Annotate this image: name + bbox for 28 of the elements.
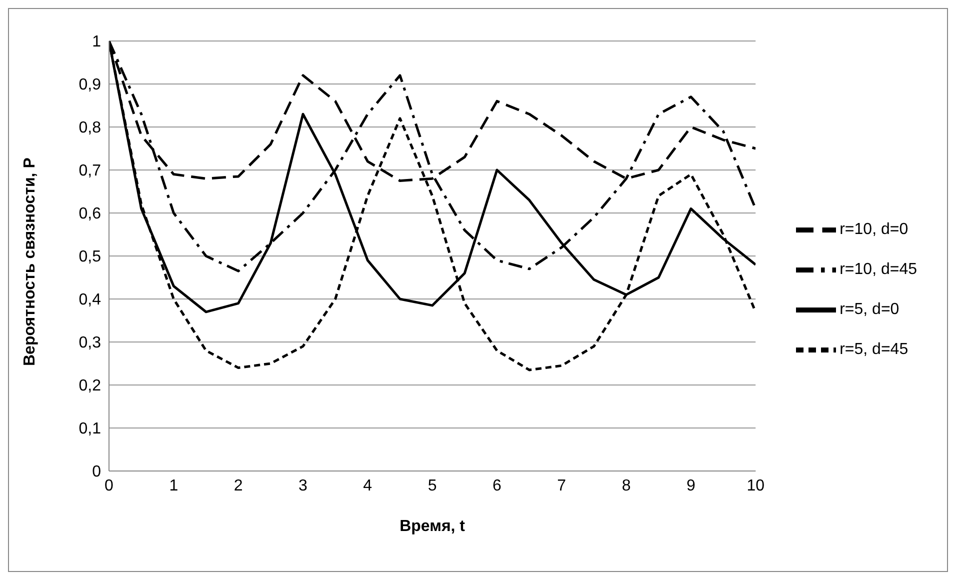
y-tick-label: 0,7 (78, 162, 102, 180)
y-tick-label: 0,1 (78, 420, 102, 438)
legend-label: r=10, d=0 (840, 221, 908, 238)
x-tick-label: 1 (169, 477, 178, 494)
x-tick-label: 2 (234, 477, 243, 494)
y-tick-label: 0,9 (78, 76, 102, 94)
legend-label: r=5, d=0 (840, 301, 900, 318)
y-tick-label: 0,6 (78, 206, 102, 223)
y-tick-label: 0,4 (78, 292, 102, 309)
x-tick-label: 5 (428, 477, 437, 494)
x-tick-label: 7 (557, 477, 566, 494)
x-axis-title: Время, t (400, 518, 466, 535)
x-tick-label: 9 (686, 477, 696, 494)
y-tick-label: 0 (92, 464, 102, 481)
y-tick-label: 1 (92, 34, 102, 51)
legend-label: r=5, d=45 (840, 341, 908, 358)
y-axis-title: Вероятность связности, P (22, 157, 39, 366)
y-tick-label: 0,5 (78, 248, 102, 266)
y-tick-label: 0,8 (78, 120, 102, 137)
x-tick-label: 4 (363, 477, 372, 494)
x-tick-label: 3 (298, 477, 308, 494)
legend-label: r=10, d=45 (840, 261, 917, 278)
x-tick-label: 10 (746, 477, 765, 494)
x-tick-label: 8 (622, 477, 631, 494)
x-tick-label: 6 (492, 477, 502, 494)
y-tick-label: 0,2 (78, 378, 102, 395)
x-tick-label: 0 (104, 477, 114, 494)
y-tick-label: 0,3 (78, 334, 102, 352)
